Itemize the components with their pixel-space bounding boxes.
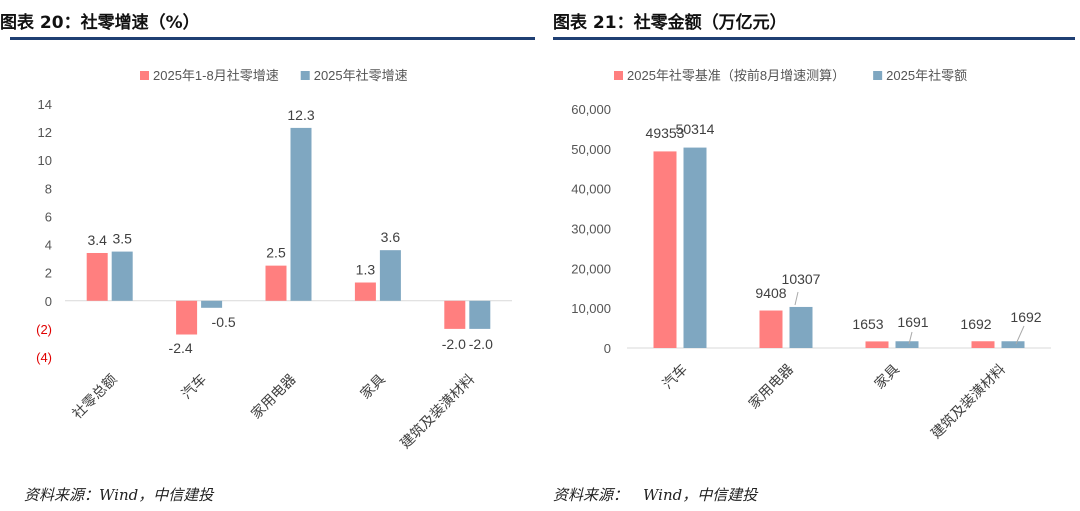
chart-panel-growth: 图表 20：社零增速（%） 2025年1-8月社零增速 2025年社零增速 14 12… [0,13,535,504]
bar [653,151,677,348]
data-label: 9408 [755,285,786,301]
chart-panel-amount: 图表 21：社零金额（万亿元） 2025年社零基准（按前8月增速测算） 2025年… [545,0,1080,511]
data-label: 1691 [897,314,928,330]
legend-label: 2025年社零增速 [314,68,408,83]
category-label: 社零总额 [69,371,120,422]
title-rule [10,37,535,40]
y-tick-label: 4 [45,238,52,253]
data-label: 49353 [646,125,685,141]
y-tick-label: (4) [36,350,52,365]
source-note: 资料来源： Wind，中信建投 [553,486,758,504]
y-tick-label: 8 [45,181,52,196]
data-label: 1692 [1010,309,1041,325]
bar [895,341,919,348]
data-label: 10307 [782,271,821,287]
y-tick-label: 2 [45,266,52,281]
legend-label: 2025年社零基准（按前8月增速测算） [627,68,845,83]
category-label: 家具 [357,371,388,402]
y-tick-label: 10 [38,153,52,168]
category-label: 家用电器 [248,371,299,422]
bar [789,306,813,348]
data-label: -0.5 [212,314,236,330]
label-leader-line [908,331,913,345]
y-tick-label: (2) [36,322,52,337]
legend-swatch [140,71,149,80]
figure-title: 图表 20：社零增速（%） [0,13,200,33]
y-tick-label: 6 [45,209,52,224]
y-tick-label: 0 [45,294,52,309]
data-label: 2.5 [266,245,286,261]
label-leader-line [794,291,799,306]
legend-swatch [873,71,883,80]
growth-bar-chart: 2025年1-8月社零增速 2025年社零增速 14 12 10 8 6 4 2 0 (2) (4) 3… [36,68,512,452]
bar [971,341,995,348]
y-tick-label: 14 [38,97,52,112]
y-tick-label: 50,000 [571,142,611,157]
y-tick-label: 20,000 [571,261,611,276]
bar [265,265,287,301]
data-label: -2.0 [442,336,466,352]
bar [290,127,312,301]
data-label: 50314 [676,121,715,137]
bar [86,252,108,301]
data-label: 1653 [852,316,883,332]
category-label: 汽车 [659,361,690,392]
category-label: 建筑及装潢材料 [928,361,1009,442]
bar [379,250,401,301]
data-label: 1.3 [356,262,376,278]
source-note: 资料来源：Wind，中信建投 [24,486,214,504]
legend-label: 2025年1-8月社零增速 [153,68,279,83]
data-label: 1692 [960,316,991,332]
data-label: 3.4 [87,232,107,248]
figure-title: 图表 21：社零金额（万亿元） [553,13,787,33]
data-label: 3.6 [381,229,401,245]
bar [201,300,223,308]
label-leader-line [1015,325,1025,345]
bar [354,282,376,301]
y-tick-label: 10,000 [571,301,611,316]
bar [865,341,889,348]
category-label: 汽车 [178,371,209,402]
title-rule [553,37,1075,40]
y-tick-label: 12 [38,125,52,140]
legend-label: 2025年社零额 [886,68,967,83]
bar [759,310,783,348]
bar [683,147,707,348]
category-label: 家具 [871,361,902,392]
data-label: 12.3 [287,107,314,123]
legend-swatch [300,71,310,80]
y-tick-label: 60,000 [571,102,611,117]
data-label: -2.0 [469,336,493,352]
bar [176,300,198,335]
legend-swatch [614,71,623,80]
bar [1001,341,1025,348]
amount-bar-chart: 2025年社零基准（按前8月增速测算） 2025年社零额 60,000 50,000 4… [571,68,1051,442]
y-tick-label: 0 [604,341,611,356]
bar [444,300,466,329]
bar [111,251,133,301]
data-label: -2.4 [169,340,193,356]
category-label: 家用电器 [745,361,796,412]
data-label: 3.5 [112,231,132,247]
category-label: 建筑及装潢材料 [397,371,478,452]
y-tick-label: 30,000 [571,222,611,237]
bar [469,300,491,329]
y-tick-label: 40,000 [571,182,611,197]
